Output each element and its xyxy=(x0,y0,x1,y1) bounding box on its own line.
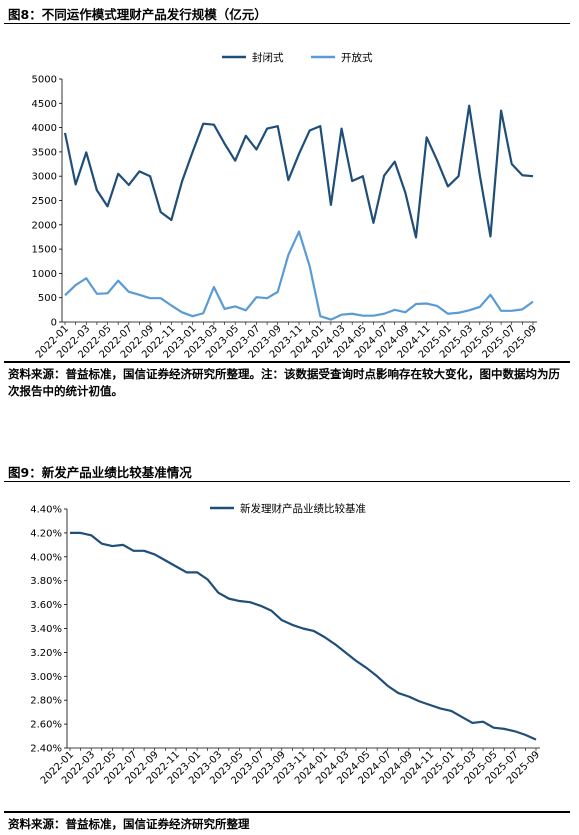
y-tick-label: 4.20% xyxy=(30,528,62,539)
figure-8-top-rule xyxy=(4,23,570,24)
y-tick-label: 3.40% xyxy=(30,624,62,635)
y-tick-label: 3.80% xyxy=(30,576,62,587)
legend-label-0: 新发理财产品业绩比较基准 xyxy=(240,502,366,515)
y-tick-label: 2.80% xyxy=(30,696,62,707)
y-tick-label: 5000 xyxy=(32,75,57,86)
chart-issuance-scale: 0 500 1000 1500 2000 2500 3000 3500 4000 4500 5000… xyxy=(32,51,540,361)
y-tick-label: 4.00% xyxy=(30,552,62,563)
y-tick-label: 500 xyxy=(38,293,57,304)
legend-label-0: 封闭式 xyxy=(252,51,284,64)
y-tick-label: 4000 xyxy=(32,123,57,134)
y-tick-label: 2000 xyxy=(32,220,57,231)
y-tick-label: 2.40% xyxy=(30,744,62,755)
figure-9-title: 图9：新发产品业绩比较基准情况 xyxy=(8,465,192,480)
y-tick-label: 4.40% xyxy=(30,505,62,516)
y-tick-label: 1500 xyxy=(32,245,57,256)
figure-8-source: 资料来源：普益标准，国信证券经济研究所整理。注：该数据受查询时点影响存在较大变化… xyxy=(8,367,560,398)
y-tick-label: 3.60% xyxy=(30,600,62,611)
chart-benchmark: 2.40% 2.60% 2.80% 3.00% 3.20% 3.40% 3.60% 3.80%… xyxy=(30,502,542,787)
y-tick-label: 3.20% xyxy=(30,648,62,659)
figure-8-title: 图8：不同运作模式理财产品发行规模（亿元） xyxy=(8,7,267,22)
y-tick-label: 4500 xyxy=(32,99,57,110)
figure-9-source: 资料来源：普益标准，国信证券经济研究所整理 xyxy=(8,817,250,831)
legend-label-1: 开放式 xyxy=(341,51,373,64)
figure-9-bottom-rule xyxy=(4,811,570,813)
series-line-0 xyxy=(63,104,534,239)
y-tick-label: 3000 xyxy=(32,172,57,183)
figure-9-top-rule xyxy=(4,481,570,482)
y-tick-label: 3.00% xyxy=(30,672,62,683)
y-tick-label: 3500 xyxy=(32,147,57,158)
figure-8-bottom-rule xyxy=(4,361,570,363)
series-line-1 xyxy=(64,230,534,321)
y-tick-label: 2500 xyxy=(32,196,57,207)
y-tick-label: 2.60% xyxy=(30,720,62,731)
y-tick-label: 1000 xyxy=(32,269,57,280)
series-line-0 xyxy=(70,531,537,741)
y-tick-label: 0 xyxy=(51,318,57,329)
